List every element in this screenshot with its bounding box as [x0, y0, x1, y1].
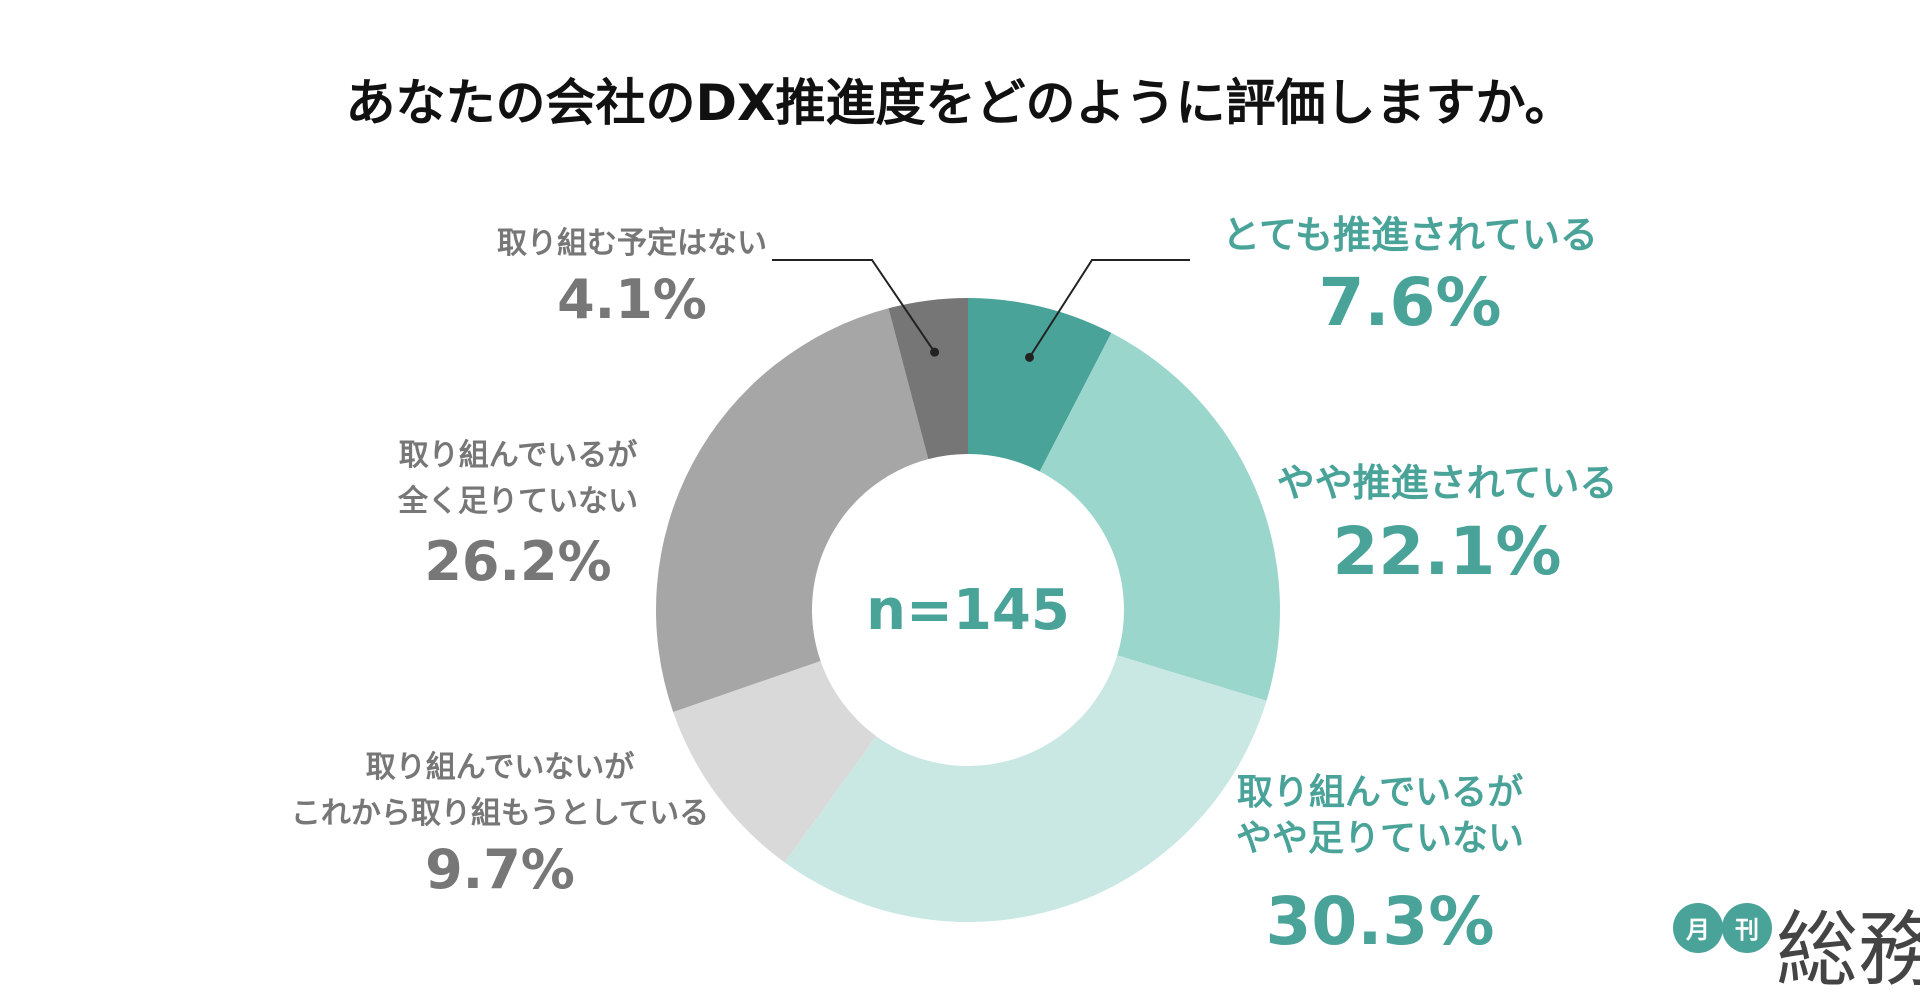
slice-value-4: 9.7% — [425, 838, 575, 901]
logo-badge-1 — [1673, 903, 1723, 953]
slice-label-5-line-2: 全く足りていない — [397, 484, 638, 519]
slice-label-1-line-1: とても推進されている — [1222, 213, 1598, 257]
slice-value-3: 30.3% — [1266, 883, 1495, 960]
leader-line-1 — [1028, 259, 1190, 358]
center-label: n=145 — [866, 578, 1070, 643]
slice-label-3-line-1: 取り組んでいるが — [1237, 772, 1523, 813]
logo-name: 総務 — [1776, 903, 1920, 998]
donut-slice-5 — [656, 308, 929, 712]
leader-dot-6 — [930, 347, 940, 357]
slice-label-3-line-2: やや足りていない — [1236, 818, 1524, 859]
slice-label-4-line-1: 取り組んでいないが — [366, 750, 635, 785]
slice-value-1: 7.6% — [1318, 264, 1501, 341]
donut-slice-1 — [968, 298, 1112, 472]
donut-slice-6 — [888, 298, 968, 460]
slice-label-5-line-1: 取り組んでいるが — [399, 438, 638, 473]
donut-slice-4 — [673, 660, 877, 863]
logo-badge-1-text: 月 — [1685, 916, 1710, 944]
donut-slice-3 — [784, 655, 1267, 923]
slice-value-6: 4.1% — [557, 268, 707, 331]
logo-badge-2 — [1722, 903, 1772, 953]
slice-labels: とても推進されている7.6%やや推進されている22.1%取り組んでいるがやや足り… — [291, 213, 1618, 960]
donut-slice-2 — [1039, 332, 1280, 701]
slice-label-6-line-1: 取り組む予定はない — [497, 226, 767, 261]
leader-line-6 — [772, 259, 936, 353]
slice-value-5: 26.2% — [424, 530, 611, 593]
chart-title: あなたの会社のDX推進度をどのように評価しますか。 — [345, 74, 1574, 132]
logo: 月 刊 総務 — [1673, 903, 1920, 998]
slice-label-4-line-2: これから取り組もうとしている — [291, 796, 709, 831]
slice-value-2: 22.1% — [1333, 513, 1562, 590]
leader-lines — [772, 259, 1190, 362]
leader-dot-1 — [1024, 352, 1034, 362]
donut-slices — [656, 298, 1280, 923]
logo-badge-2-text: 刊 — [1735, 916, 1759, 944]
slice-label-2-line-1: やや推進されている — [1277, 461, 1618, 505]
